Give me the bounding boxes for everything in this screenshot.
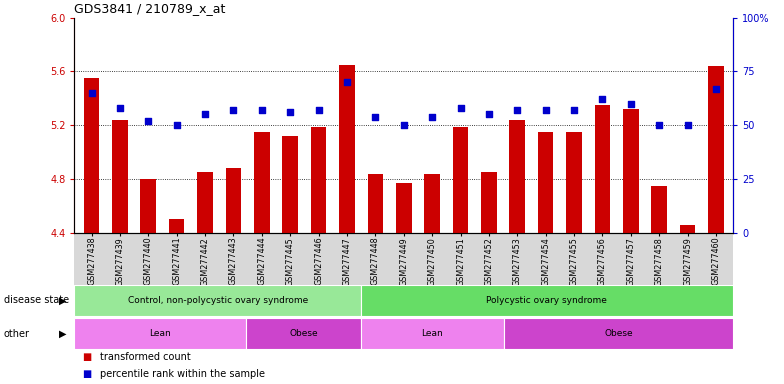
Text: ■: ■ [82,352,92,362]
Text: Lean: Lean [422,329,443,338]
Bar [481,172,497,233]
Text: ■: ■ [82,369,92,379]
Bar [424,174,440,233]
Point [483,111,495,118]
Bar [84,78,100,233]
Point [227,107,240,113]
Bar [368,174,383,233]
Text: Polycystic ovary syndrome: Polycystic ovary syndrome [487,296,608,305]
Point [256,107,268,113]
Point [369,114,382,120]
Point [142,118,154,124]
Bar [339,65,355,233]
Point [568,107,580,113]
Point [170,122,183,128]
Bar [140,179,156,233]
Bar [198,172,213,233]
Bar [361,285,733,316]
Point [284,109,296,115]
Point [511,107,524,113]
Text: GDS3841 / 210789_x_at: GDS3841 / 210789_x_at [74,2,226,15]
Bar [708,66,724,233]
Bar [169,219,184,233]
Text: Lean: Lean [150,329,171,338]
Text: percentile rank within the sample: percentile rank within the sample [100,369,264,379]
Bar [504,318,733,349]
Bar [538,132,554,233]
Bar [361,318,504,349]
Bar [623,109,639,233]
Bar [74,318,246,349]
Bar [254,132,270,233]
Bar [510,120,525,233]
Text: Control, non-polycystic ovary syndrome: Control, non-polycystic ovary syndrome [128,296,308,305]
Point [454,105,466,111]
Point [653,122,666,128]
Point [312,107,325,113]
Bar [652,186,667,233]
Text: transformed count: transformed count [100,352,191,362]
Bar [246,318,361,349]
Point [681,122,694,128]
Point [596,96,608,103]
Bar [566,132,582,233]
Bar [680,225,695,233]
Point [710,86,722,92]
Point [625,101,637,107]
Bar [74,285,361,316]
Point [114,105,126,111]
Bar [282,136,298,233]
Bar [310,126,326,233]
Bar [396,183,412,233]
Text: Obese: Obese [289,329,318,338]
Bar [594,105,610,233]
Point [341,79,354,85]
Text: ▶: ▶ [59,295,67,305]
Text: ▶: ▶ [59,329,67,339]
Bar [226,168,241,233]
Point [85,90,98,96]
Point [199,111,212,118]
Text: disease state: disease state [4,295,69,305]
Bar [452,126,468,233]
Text: other: other [4,329,30,339]
Text: Obese: Obese [604,329,633,338]
Point [397,122,410,128]
Point [426,114,438,120]
Bar [112,120,128,233]
Point [539,107,552,113]
